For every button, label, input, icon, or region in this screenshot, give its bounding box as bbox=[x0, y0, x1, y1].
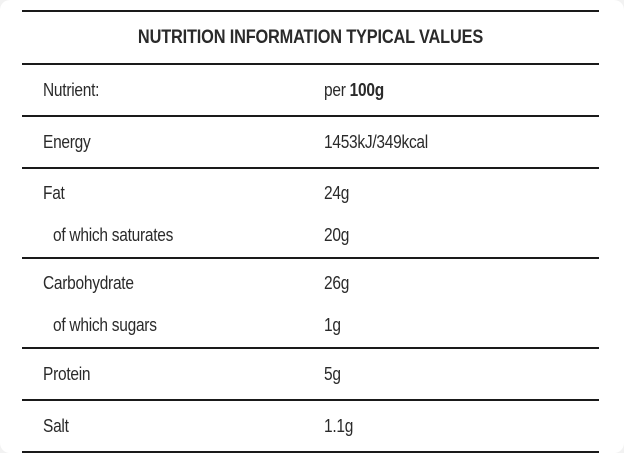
table-title: NUTRITION INFORMATION TYPICAL VALUES bbox=[137, 26, 484, 48]
header-row: Nutrient: per 100g bbox=[22, 65, 599, 115]
nutrition-table: NUTRITION INFORMATION TYPICAL VALUES Nut… bbox=[22, 10, 599, 453]
per-amount: 100g bbox=[349, 79, 385, 100]
nutrient-name: of which sugars bbox=[53, 314, 157, 335]
table-row-carbohydrate: Carbohydrate 26g bbox=[22, 259, 599, 305]
divider bbox=[22, 399, 599, 401]
divider bbox=[22, 63, 599, 65]
nutrient-column-header: Nutrient: bbox=[43, 79, 100, 100]
divider bbox=[22, 167, 599, 169]
nutrient-name: of which saturates bbox=[53, 224, 174, 245]
divider bbox=[22, 257, 599, 259]
divider bbox=[22, 10, 599, 12]
per-100g-column-header: per 100g bbox=[324, 80, 384, 101]
table-row-sugars: of which sugars 1g bbox=[22, 305, 599, 347]
nutrient-value: 26g bbox=[324, 272, 350, 293]
nutrient-name: Carbohydrate bbox=[43, 272, 134, 293]
table-row-energy: Energy 1453kJ/349kcal bbox=[22, 117, 599, 167]
nutrient-name: Salt bbox=[43, 415, 69, 436]
divider bbox=[22, 347, 599, 349]
per-prefix: per bbox=[324, 79, 350, 100]
nutrient-name: Fat bbox=[43, 182, 65, 203]
table-row-saturates: of which saturates 20g bbox=[22, 215, 599, 257]
nutrient-value: 1.1g bbox=[324, 415, 354, 436]
table-row-protein: Protein 5g bbox=[22, 349, 599, 399]
nutrient-value: 1453kJ/349kcal bbox=[324, 131, 428, 152]
nutrient-value: 24g bbox=[324, 182, 350, 203]
table-row-fat: Fat 24g bbox=[22, 169, 599, 215]
table-row-salt: Salt 1.1g bbox=[22, 401, 599, 451]
nutrient-value: 1g bbox=[324, 314, 341, 335]
nutrient-name: Energy bbox=[43, 131, 91, 152]
nutrient-name: Protein bbox=[43, 363, 91, 384]
nutrient-value: 20g bbox=[324, 224, 350, 245]
nutrient-value: 5g bbox=[324, 363, 341, 384]
divider bbox=[22, 451, 599, 453]
divider bbox=[22, 115, 599, 117]
